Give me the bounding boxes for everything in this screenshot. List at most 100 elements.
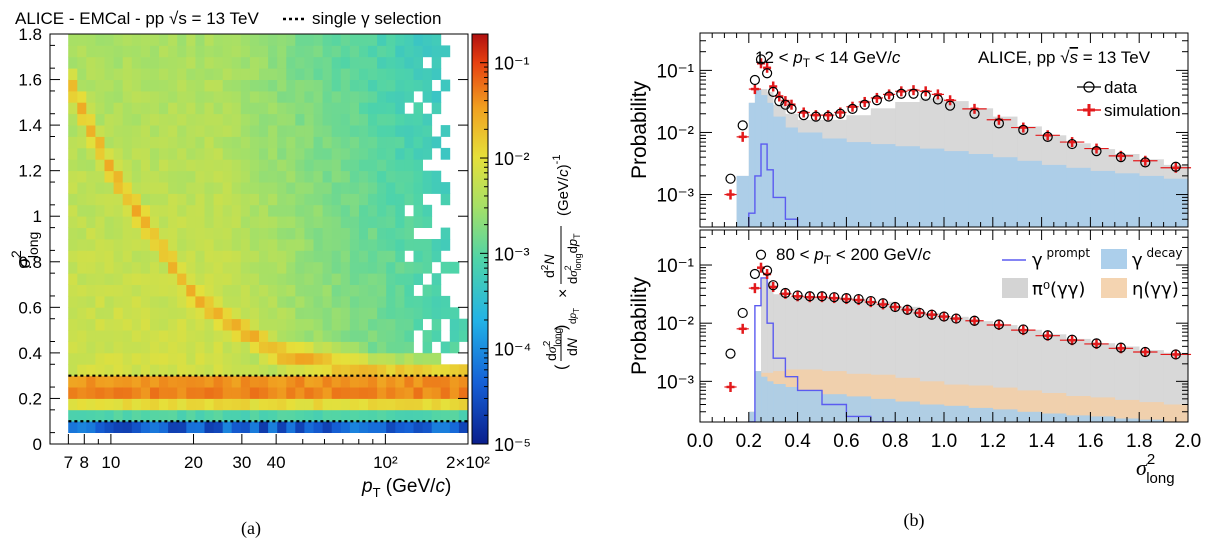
heatmap-cell	[77, 159, 87, 172]
heatmap-cell	[104, 204, 114, 217]
heatmap-cell	[122, 250, 133, 263]
heatmap-cell	[440, 193, 451, 206]
panel-b-top-points	[724, 54, 1192, 200]
gamma_decay-bar	[767, 381, 774, 422]
pi0_gg-bar	[767, 281, 774, 422]
heatmap-cell	[177, 307, 187, 320]
heatmap-cell	[195, 113, 205, 126]
heatmap-cell	[231, 375, 242, 388]
heatmap-cell	[386, 136, 396, 149]
heatmap-cell	[131, 295, 142, 308]
heatmap-cell	[349, 341, 360, 354]
heatmap-cell	[331, 136, 342, 149]
heatmap-cell	[386, 159, 396, 172]
heatmap-cell	[277, 159, 287, 172]
heatmap-cell	[359, 284, 369, 297]
heatmap-cell	[231, 330, 242, 342]
heatmap-cell	[286, 375, 296, 388]
data-point	[810, 111, 822, 122]
heatmap-cell	[177, 147, 187, 160]
heatmap-cell	[431, 387, 442, 399]
heatmap-cell	[249, 409, 260, 422]
heatmap-cell	[322, 45, 333, 58]
heatmap-cell	[286, 227, 296, 240]
heatmap-cell	[131, 352, 142, 365]
heatmap-cell	[295, 56, 305, 69]
heatmap-cell	[222, 341, 233, 354]
heatmap-cell	[159, 90, 169, 103]
heatmap-cell	[104, 56, 114, 69]
heatmap-cell	[240, 56, 251, 69]
heatmap-cell	[377, 421, 387, 433]
heatmap-cell	[150, 239, 160, 251]
heatmap-cell	[168, 387, 178, 399]
heatmap-cell	[259, 45, 269, 58]
heatmap-cell	[449, 318, 460, 331]
heatmap-cell	[331, 182, 342, 194]
heatmap-cell	[286, 295, 296, 308]
heatmap-cell	[259, 398, 269, 411]
data-point	[908, 88, 919, 99]
heatmap-cell	[204, 102, 214, 115]
heatmap-cell	[177, 284, 187, 297]
data-point	[780, 287, 791, 299]
heatmap-cell	[386, 295, 396, 308]
heatmap-cell	[440, 182, 451, 194]
heatmap-cell	[249, 56, 260, 69]
heatmap-cell	[195, 409, 205, 422]
heatmap-cell	[168, 295, 178, 308]
heatmap-cell	[413, 136, 423, 149]
heatmap-cell	[249, 250, 260, 263]
heatmap-cell	[277, 125, 287, 137]
heatmap-cell	[104, 216, 114, 228]
heatmap-cell	[213, 204, 224, 217]
heatmap-cell	[113, 193, 124, 206]
heatmap-cell	[150, 56, 160, 69]
heatmap-cell	[159, 250, 169, 263]
heatmap-cell	[368, 295, 378, 308]
heatmap-cell	[331, 250, 342, 263]
heatmap-cell	[104, 409, 114, 422]
heatmap-cell	[386, 34, 396, 46]
heatmap-cell	[77, 398, 87, 411]
heatmap-cell	[177, 364, 187, 377]
heatmap-cell	[104, 79, 114, 92]
heatmap-cell	[113, 318, 124, 331]
heatmap-cell	[95, 250, 105, 263]
heatmap-cell	[413, 318, 423, 331]
heatmap-cell	[404, 421, 414, 433]
heatmap-cell	[286, 68, 296, 80]
heatmap-cell	[286, 204, 296, 217]
data-point	[761, 68, 773, 79]
gamma_decay-bar	[1139, 175, 1164, 227]
heatmap-cell	[268, 398, 278, 411]
heatmap-cell	[95, 45, 105, 58]
heatmap-cell	[104, 375, 114, 388]
heatmap-cell	[186, 68, 196, 80]
data-point	[768, 280, 779, 291]
heatmap-cell	[95, 125, 105, 137]
data-point	[755, 54, 767, 65]
gamma_decay-bar	[736, 175, 750, 227]
heatmap-cell	[177, 216, 187, 228]
gamma_decay-bar	[754, 371, 762, 422]
heatmap-cell	[377, 68, 387, 80]
heatmap-cell	[377, 45, 387, 58]
heatmap-cell	[95, 307, 105, 320]
heatmap-cell	[77, 273, 87, 285]
heatmap-cell	[86, 341, 96, 354]
heatmap-cell	[377, 147, 387, 160]
heatmap-cell	[113, 341, 124, 354]
colorbar-tick-label: 10⁻¹	[494, 54, 530, 74]
heatmap-cell	[268, 113, 278, 126]
heatmap-cell	[313, 307, 323, 320]
heatmap-cell	[268, 90, 278, 103]
heatmap-cell	[359, 34, 369, 46]
heatmap-cell	[150, 352, 160, 365]
heatmap-cell	[240, 102, 251, 115]
heatmap-cell	[413, 239, 423, 251]
heatmap-cell	[413, 307, 423, 320]
heatmap-cell	[95, 375, 105, 388]
y-tick-label: 0.6	[18, 298, 42, 317]
heatmap-cell	[240, 45, 251, 58]
